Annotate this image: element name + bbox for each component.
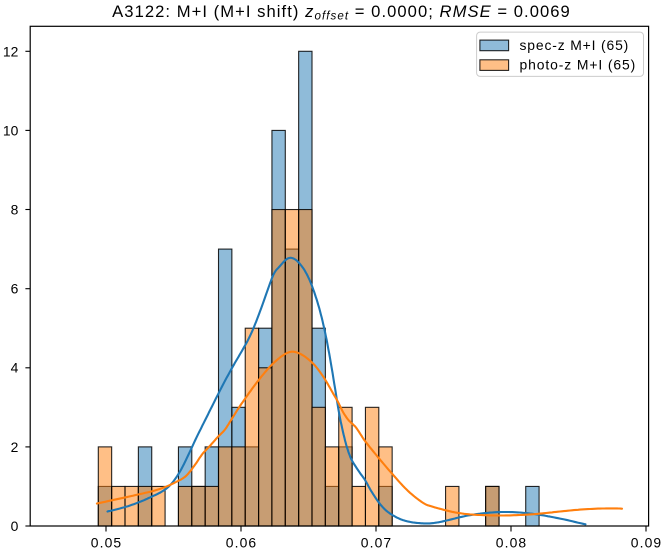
svg-text:0.05: 0.05 bbox=[91, 535, 122, 551]
svg-text:2: 2 bbox=[11, 439, 19, 455]
svg-text:A3122: M+I (M+I shift) zoffset: A3122: M+I (M+I shift) zoffset = 0.0000;… bbox=[112, 2, 571, 23]
svg-text:0.08: 0.08 bbox=[496, 535, 527, 551]
svg-text:8: 8 bbox=[11, 202, 19, 218]
svg-text:12: 12 bbox=[3, 43, 19, 59]
svg-text:0.09: 0.09 bbox=[631, 535, 661, 551]
svg-text:6: 6 bbox=[11, 281, 19, 297]
svg-text:0.06: 0.06 bbox=[226, 535, 257, 551]
svg-text:0.07: 0.07 bbox=[361, 535, 392, 551]
svg-text:photo-z M+I (65): photo-z M+I (65) bbox=[520, 57, 637, 73]
svg-text:0: 0 bbox=[11, 518, 19, 534]
svg-text:10: 10 bbox=[3, 122, 19, 138]
svg-text:spec-z M+I (65): spec-z M+I (65) bbox=[520, 37, 630, 53]
svg-text:4: 4 bbox=[11, 360, 19, 376]
